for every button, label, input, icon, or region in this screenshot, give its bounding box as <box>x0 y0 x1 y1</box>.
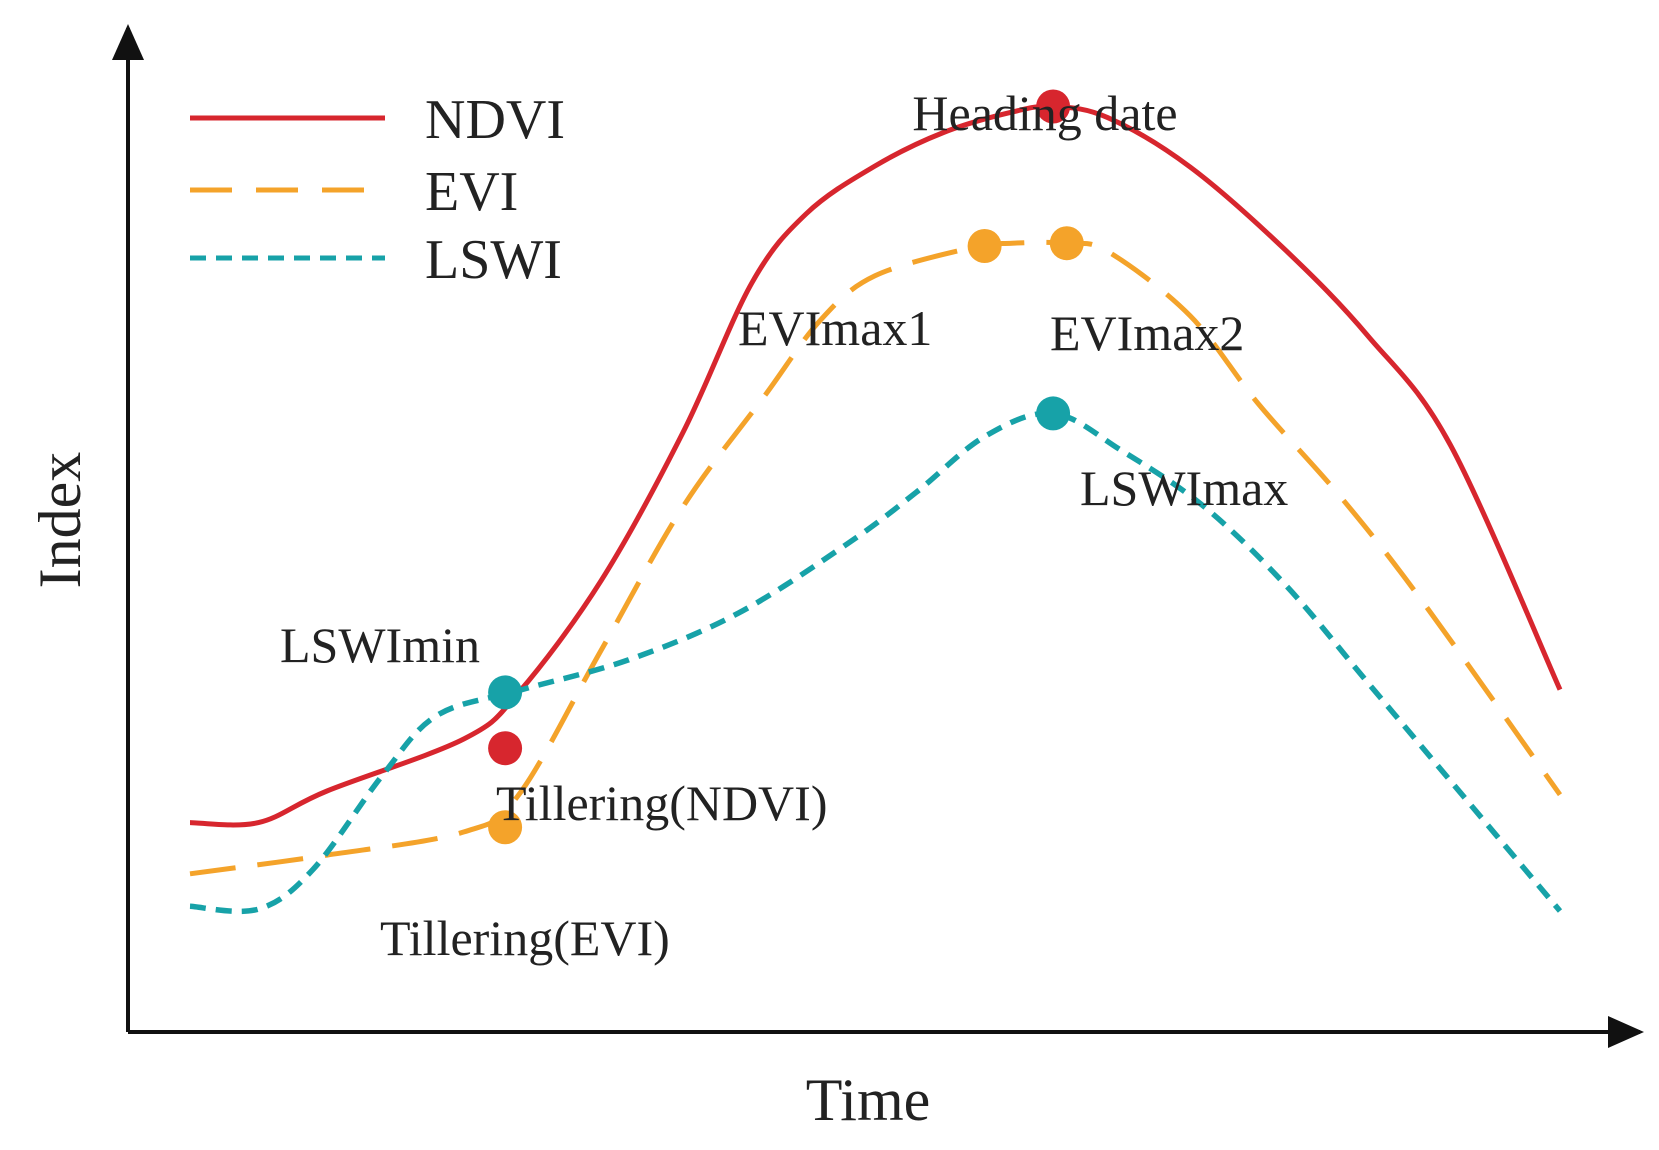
marker-evimax1 <box>967 229 1002 263</box>
series-line-evi <box>189 239 1563 877</box>
annotation-heading-date: Heading date <box>912 85 1177 141</box>
marker-lswimin <box>488 675 523 710</box>
legend-label-lswi: LSWI <box>425 229 562 291</box>
x-axis-title: Time <box>806 1067 931 1133</box>
series-line-ndvi <box>189 103 1563 828</box>
axes <box>112 24 1644 1048</box>
marker-tillering-evi <box>488 810 523 845</box>
marker-group <box>488 89 1084 845</box>
annotation-tillering-evi: Tillering(EVI) <box>380 910 670 966</box>
y-axis-title: Index <box>27 452 93 589</box>
legend-label-ndvi: NDVI <box>425 89 565 151</box>
annotation-lswimin: LSWImin <box>280 617 480 673</box>
annotation-lswimax: LSWImax <box>1080 460 1288 516</box>
marker-lswimax <box>1036 396 1071 431</box>
series-line-lswi <box>189 410 1563 915</box>
marker-heading-date <box>1036 89 1071 124</box>
series-group <box>189 103 1563 915</box>
annotation-evimax1: EVImax1 <box>738 300 932 356</box>
marker-evimax2 <box>1049 226 1084 261</box>
annotation-tillering-ndvi: Tillering(NDVI) <box>496 775 827 831</box>
annotation-evimax2: EVImax2 <box>1050 305 1244 361</box>
legend <box>190 115 385 261</box>
annotation-labels: Heading date Tillering(NDVI) EVImax1 EVI… <box>27 85 1288 1133</box>
marker-tillering-ndvi <box>488 731 523 766</box>
legend-label-evi: EVI <box>425 161 518 223</box>
